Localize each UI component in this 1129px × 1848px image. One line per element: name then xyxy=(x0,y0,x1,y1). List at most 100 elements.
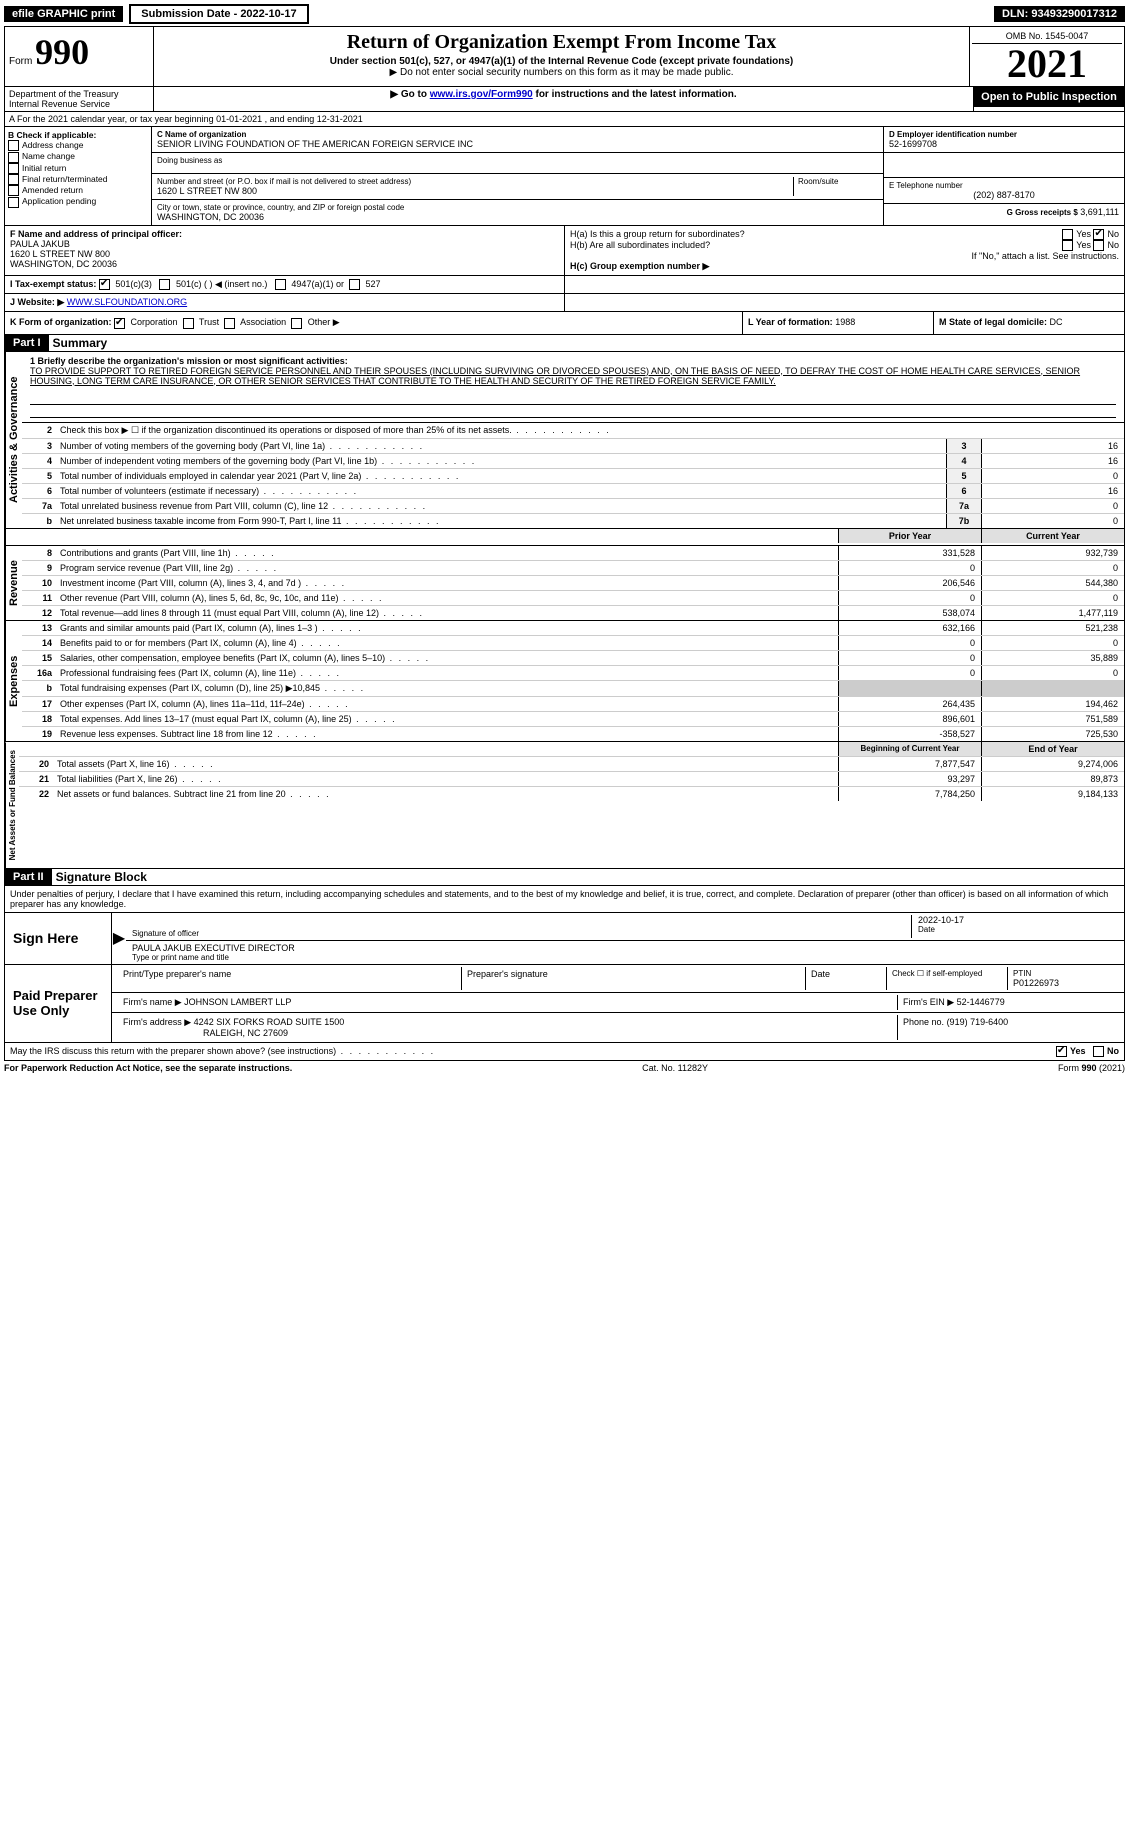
line-desc: Total revenue—add lines 8 through 11 (mu… xyxy=(56,606,838,620)
box-k-hdr: K Form of organization: xyxy=(10,317,112,327)
gross-val: 3,691,111 xyxy=(1080,207,1119,217)
line-num: 10 xyxy=(22,576,56,590)
firm-ein: 52-1446779 xyxy=(957,997,1005,1007)
paid-preparer-label: Paid Preparer Use Only xyxy=(5,965,112,1042)
gov-line: 7aTotal unrelated business revenue from … xyxy=(22,499,1124,514)
na-lines: 20Total assets (Part X, line 16)7,877,54… xyxy=(19,757,1124,801)
line-box: 7a xyxy=(946,499,981,513)
box-h: H(a) Is this a group return for subordin… xyxy=(564,226,1124,275)
chk-address[interactable]: Address change xyxy=(8,140,148,151)
chk-501c[interactable] xyxy=(159,279,170,290)
efile-topbar: efile GRAPHIC print Submission Date - 20… xyxy=(4,4,1125,24)
current-val: 0 xyxy=(981,591,1124,605)
chk-corp[interactable] xyxy=(114,318,125,329)
line-desc: Other expenses (Part IX, column (A), lin… xyxy=(56,697,838,711)
website-link[interactable]: WWW.SLFOUNDATION.ORG xyxy=(67,297,187,307)
line-num: 9 xyxy=(22,561,56,575)
line-desc: Total number of individuals employed in … xyxy=(56,469,946,483)
sign-here-row: Sign Here ▶ Signature of officer 2022-10… xyxy=(5,913,1124,965)
line-val: 16 xyxy=(981,484,1124,498)
data-line: 22Net assets or fund balances. Subtract … xyxy=(19,787,1124,801)
expenses-block: Expenses 13Grants and similar amounts pa… xyxy=(4,621,1125,742)
discuss-answer: Yes No xyxy=(1056,1046,1119,1057)
revenue-content: 8Contributions and grants (Part VIII, li… xyxy=(22,546,1124,620)
col-hdr-line: Prior Year Current Year xyxy=(26,529,1124,543)
officer-name: PAULA JAKUB xyxy=(10,239,559,249)
section-a: A For the 2021 calendar year, or tax yea… xyxy=(4,112,1125,127)
data-line: 15Salaries, other compensation, employee… xyxy=(22,651,1124,666)
chk-501c3[interactable] xyxy=(99,279,110,290)
data-line: 14Benefits paid to or for members (Part … xyxy=(22,636,1124,651)
current-val xyxy=(981,681,1124,696)
line-num: b xyxy=(22,681,56,696)
gov-line: bNet unrelated business taxable income f… xyxy=(22,514,1124,528)
pra-notice: For Paperwork Reduction Act Notice, see … xyxy=(4,1063,292,1073)
box-f-hdr: F Name and address of principal officer: xyxy=(10,229,559,239)
chk-other[interactable] xyxy=(291,318,302,329)
sig-label: Signature of officer xyxy=(132,929,911,938)
prior-val: 896,601 xyxy=(838,712,981,726)
irs-link[interactable]: www.irs.gov/Form990 xyxy=(430,89,533,100)
line-desc: Contributions and grants (Part VIII, lin… xyxy=(56,546,838,560)
line-box: 6 xyxy=(946,484,981,498)
box-f: F Name and address of principal officer:… xyxy=(5,226,564,275)
chk-assoc[interactable] xyxy=(224,318,235,329)
dln-label: DLN: 93493290017312 xyxy=(994,6,1125,22)
line-num: 15 xyxy=(22,651,56,665)
sig-space[interactable] xyxy=(132,915,911,929)
line-desc: Investment income (Part VIII, column (A)… xyxy=(56,576,838,590)
sig-name-lbl: Type or print name and title xyxy=(132,953,295,962)
line-desc: Total number of volunteers (estimate if … xyxy=(56,484,946,498)
form-number-cell: Form 990 xyxy=(5,27,154,86)
line-box: 7b xyxy=(946,514,981,528)
chk-trust[interactable] xyxy=(183,318,194,329)
data-line: 21Total liabilities (Part X, line 26)93,… xyxy=(19,772,1124,787)
hc-label: H(c) Group exemption number ▶ xyxy=(570,261,1119,272)
current-val: 9,274,006 xyxy=(981,757,1124,771)
org-name-row: C Name of organization SENIOR LIVING FOU… xyxy=(152,127,883,153)
tax-year: 2021 xyxy=(972,44,1122,84)
current-val: 544,380 xyxy=(981,576,1124,590)
data-line: 20Total assets (Part X, line 16)7,877,54… xyxy=(19,757,1124,772)
city-row: City or town, state or province, country… xyxy=(152,200,883,225)
line-num: 19 xyxy=(22,727,56,741)
chk-name[interactable]: Name change xyxy=(8,151,148,162)
form-note1: ▶ Do not enter social security numbers o… xyxy=(160,67,963,78)
line-num: 11 xyxy=(22,591,56,605)
chk-final[interactable]: Final return/terminated xyxy=(8,174,148,185)
line-desc: Net unrelated business taxable income fr… xyxy=(56,514,946,528)
officer-addr2: WASHINGTON, DC 20036 xyxy=(10,259,559,269)
data-line: 9Program service revenue (Part VIII, lin… xyxy=(22,561,1124,576)
city-hdr: City or town, state or province, country… xyxy=(157,203,878,212)
page-footer: For Paperwork Reduction Act Notice, see … xyxy=(4,1061,1125,1075)
mission-blank1 xyxy=(30,392,1116,405)
prep-ptin: PTIN P01226973 xyxy=(1007,967,1118,990)
chk-4947[interactable] xyxy=(275,279,286,290)
box-l: L Year of formation: 1988 xyxy=(742,312,933,333)
prior-val: 0 xyxy=(838,561,981,575)
room-hdr: Room/suite xyxy=(798,177,878,186)
org-name: SENIOR LIVING FOUNDATION OF THE AMERICAN… xyxy=(157,139,878,149)
chk-527[interactable] xyxy=(349,279,360,290)
prior-val: 0 xyxy=(838,651,981,665)
street-hdr: Number and street (or P.O. box if mail i… xyxy=(157,177,793,186)
na-hdr-row: Net Assets or Fund Balances Beginning of… xyxy=(4,742,1125,869)
prep-self-hdr: Check ☐ if self-employed xyxy=(886,967,1007,990)
firm-phone: (919) 719-6400 xyxy=(947,1017,1009,1027)
data-line: 10Investment income (Part VIII, column (… xyxy=(22,576,1124,591)
line-desc: Total unrelated business revenue from Pa… xyxy=(56,499,946,513)
chk-pending[interactable]: Application pending xyxy=(8,196,148,207)
gov-line: 4Number of independent voting members of… xyxy=(22,454,1124,469)
chk-initial[interactable]: Initial return xyxy=(8,163,148,174)
prior-val: 264,435 xyxy=(838,697,981,711)
spacer-row xyxy=(884,153,1124,178)
part1-num: Part I xyxy=(5,335,49,351)
vtab-revenue: Revenue xyxy=(5,546,22,620)
line-num: 14 xyxy=(22,636,56,650)
line-num: 8 xyxy=(22,546,56,560)
data-line: 13Grants and similar amounts paid (Part … xyxy=(22,621,1124,636)
prior-val: 0 xyxy=(838,591,981,605)
submission-date: Submission Date - 2022-10-17 xyxy=(129,4,308,24)
paid-fields: Print/Type preparer's name Preparer's si… xyxy=(112,965,1124,1042)
chk-amended[interactable]: Amended return xyxy=(8,185,148,196)
